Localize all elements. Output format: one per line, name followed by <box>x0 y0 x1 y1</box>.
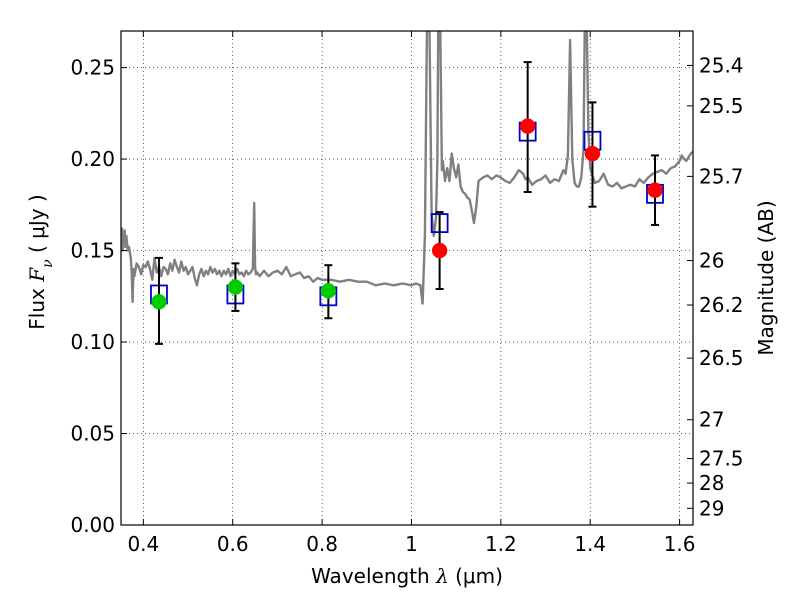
nir-point <box>584 145 601 162</box>
y2-tick-label: 29 <box>699 496 724 520</box>
y-tick-label: 0.20 <box>70 147 115 171</box>
y-axis-label: Flux Fν ( μJy ) <box>25 194 56 329</box>
plot-frame <box>120 30 694 526</box>
y-tick-label: 0.25 <box>70 56 115 80</box>
y2-tick-label: 26 <box>699 249 724 273</box>
grid <box>121 31 693 526</box>
nir-point <box>519 118 536 134</box>
plot-area <box>121 31 693 345</box>
y2-tick-label: 25.4 <box>699 53 744 77</box>
nir-point <box>647 182 663 198</box>
y2-tick-label: 26.5 <box>699 346 744 370</box>
axis-ticks: 0.4 0.6 0.8 1 1.2 1.4 1.6 0.00 0.05 0.10 0.15 0.20 0… <box>70 31 744 556</box>
optical-point <box>320 283 337 299</box>
y2-tick-label: 25.5 <box>699 94 744 118</box>
nir-point <box>431 242 448 259</box>
x-tick-label: 1.6 <box>664 532 696 556</box>
x-tick-label: 1 <box>405 532 418 556</box>
optical-point <box>151 294 167 310</box>
x-tick-label: 0.6 <box>217 532 249 556</box>
y-tick-label: 0.00 <box>70 513 115 537</box>
y-tick-label: 0.15 <box>70 239 115 263</box>
y-tick-label: 0.10 <box>70 330 115 354</box>
x-tick-label: 1.2 <box>485 532 517 556</box>
y2-tick-label: 25.7 <box>699 164 744 188</box>
optical-point <box>227 279 244 295</box>
spectrum-line <box>121 31 693 305</box>
y2-tick-label: 27 <box>699 408 724 432</box>
x-axis-label: Wavelength λ (μm) <box>311 564 503 588</box>
y-tick-label: 0.05 <box>70 422 115 446</box>
x-tick-label: 0.8 <box>306 532 338 556</box>
y2-tick-label: 27.5 <box>699 447 744 471</box>
y2-tick-label: 26.2 <box>699 293 744 317</box>
y2-axis-label: Magnitude (AB) <box>754 200 778 355</box>
x-tick-label: 0.4 <box>127 532 159 556</box>
y2-tick-label: 28 <box>699 471 724 495</box>
x-tick-label: 1.4 <box>574 532 606 556</box>
